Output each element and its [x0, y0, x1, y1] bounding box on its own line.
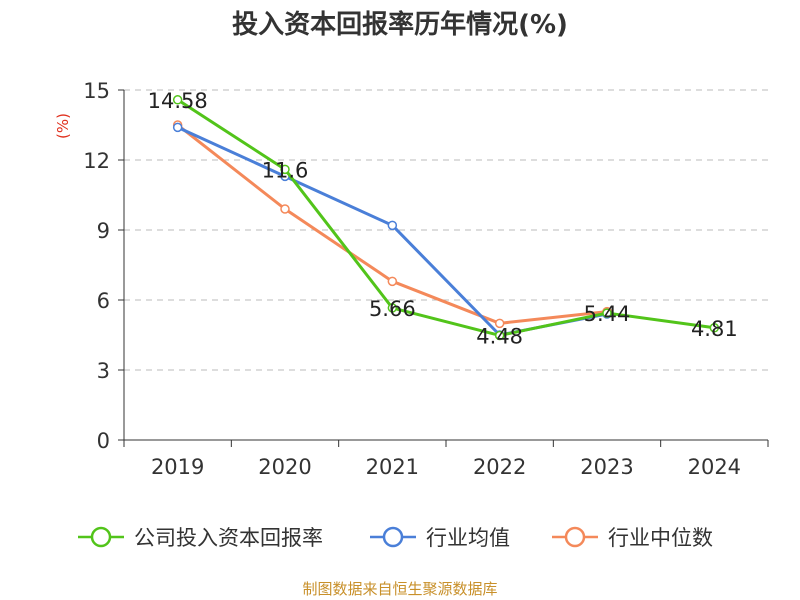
source-note: 制图数据来自恒生聚源数据库	[302, 580, 498, 598]
data-label: 4.48	[476, 324, 523, 348]
data-label: 11.6	[262, 158, 309, 182]
legend-marker	[382, 526, 404, 548]
data-point	[280, 204, 290, 214]
data-point	[280, 164, 290, 175]
y-tick-label: 3	[97, 359, 110, 383]
y-tick-label: 15	[83, 79, 110, 103]
data-point	[494, 318, 505, 329]
y-tick-label: 9	[97, 219, 110, 243]
data-labels: 14.58 11.6 5.66 4.48 5.44 4.81	[148, 89, 738, 349]
data-point	[709, 323, 720, 333]
grid-lines	[124, 89, 768, 371]
y-tick-label: 12	[83, 149, 110, 173]
legend-label: 行业中位数	[608, 526, 713, 550]
x-tick-label: 2023	[580, 455, 633, 479]
legend-marker	[90, 526, 112, 548]
y-axis-label: (%)	[54, 113, 72, 139]
data-label: 5.66	[369, 297, 416, 321]
series-line	[176, 98, 715, 337]
data-point	[172, 95, 183, 105]
axes: 0 3 6 9 12 15 2019 2020 2021 2022 2023 2024 (%)	[54, 79, 769, 479]
data-point	[387, 220, 398, 231]
x-tick-label: 2024	[688, 455, 741, 479]
data-point	[602, 308, 612, 318]
y-tick-label: 6	[97, 289, 110, 313]
series-lines	[172, 95, 720, 341]
data-point	[387, 303, 398, 313]
data-point	[387, 276, 398, 287]
legend-label: 公司投入资本回报率	[134, 526, 323, 550]
x-tick-label: 2019	[151, 455, 204, 479]
chart-title: 投入资本回报率历年情况(%)	[232, 10, 568, 40]
data-label: 5.44	[584, 302, 631, 326]
legend: 公司投入资本回报率 行业均值 行业中位数	[78, 526, 713, 550]
x-tick-label: 2021	[366, 455, 419, 479]
legend-label: 行业均值	[426, 526, 510, 550]
data-label: 4.81	[691, 317, 738, 341]
y-tick-label: 0	[97, 429, 110, 453]
x-tick-label: 2022	[473, 455, 526, 479]
legend-marker	[564, 526, 586, 548]
data-point	[172, 122, 183, 133]
x-tick-label: 2020	[258, 455, 311, 479]
data-point	[494, 330, 505, 341]
data-label: 14.58	[148, 89, 208, 113]
